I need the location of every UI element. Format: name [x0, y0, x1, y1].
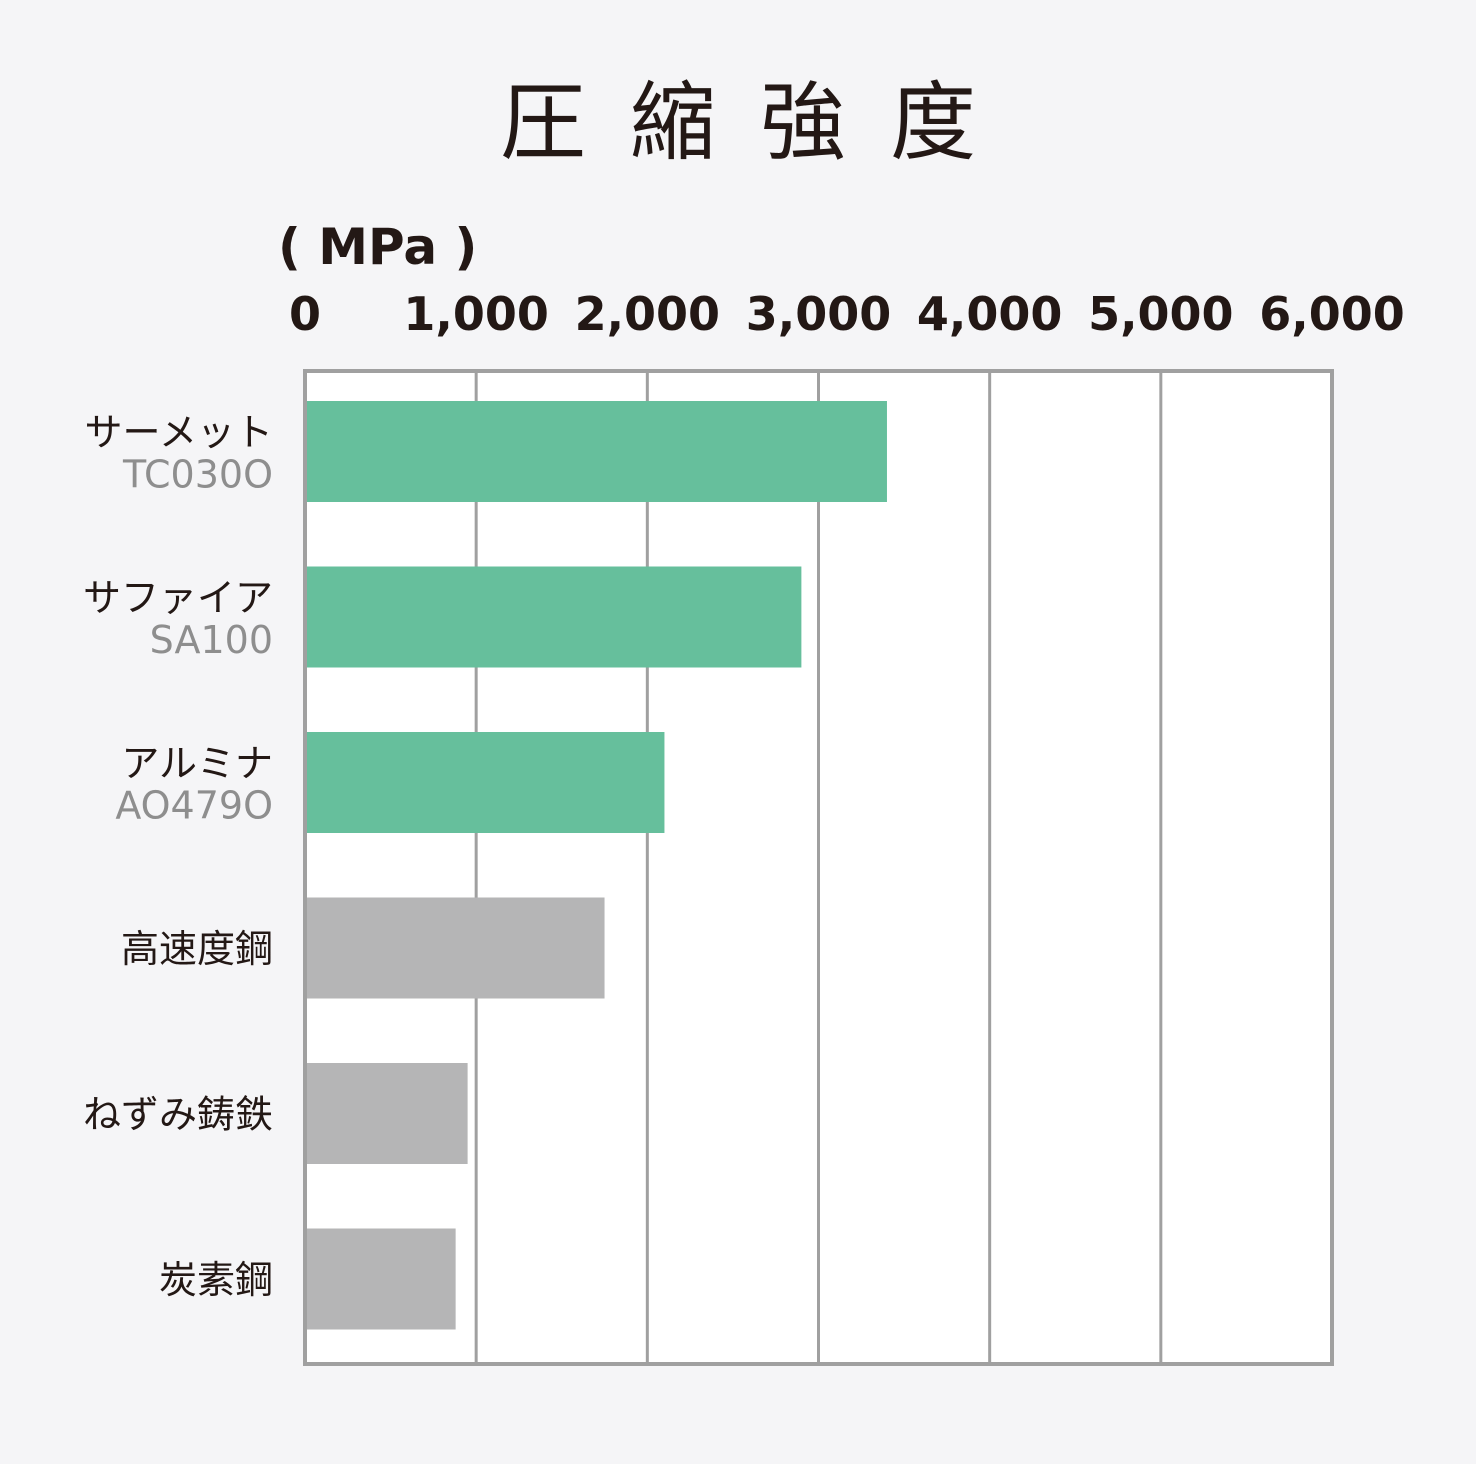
bar	[305, 401, 887, 502]
plot-area: 0 1,000 2,000 3,000 4,000 5,000 6,000 サーメットTC03…	[83, 287, 1405, 1366]
x-tick-label: 6,000	[1259, 287, 1405, 341]
x-tick-label: 4,000	[917, 287, 1063, 341]
category-label: 高速度鋼	[121, 927, 273, 971]
category-label: サファイア	[83, 576, 273, 620]
x-tick-label: 2,000	[575, 287, 721, 341]
category-label: サーメット	[85, 411, 273, 455]
category-label: アルミナ	[121, 742, 273, 786]
category-label: ねずみ鋳鉄	[83, 1093, 273, 1137]
bar	[305, 1228, 456, 1330]
bar	[305, 1063, 468, 1164]
chart-title: 圧縮強度	[500, 73, 1020, 173]
x-tick-label: 1,000	[403, 287, 549, 341]
bar	[305, 897, 605, 999]
x-tick-label: 3,000	[746, 287, 892, 341]
bar	[305, 566, 802, 668]
category-code-label: SA100	[150, 618, 273, 662]
x-tick-label: 5,000	[1088, 287, 1234, 341]
unit-label: ( MPa )	[278, 218, 477, 276]
category-label: 炭素鋼	[159, 1258, 273, 1302]
category-code-label: AO479O	[115, 784, 273, 828]
plot-frame	[303, 369, 1334, 1366]
category-code-label: TC030O	[122, 453, 273, 497]
x-tick-label: 0	[289, 287, 321, 341]
bar	[305, 732, 665, 833]
